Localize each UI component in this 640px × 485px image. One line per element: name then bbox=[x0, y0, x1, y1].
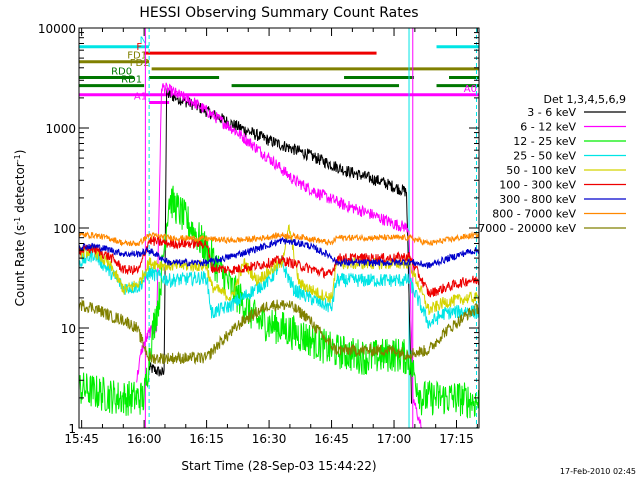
y-tick-label: 10 bbox=[61, 322, 76, 336]
y-tick-label: 10000 bbox=[38, 22, 76, 36]
legend-title: Det 1,3,4,5,6,9 bbox=[543, 93, 626, 106]
flag-label-FD1: FD1 bbox=[127, 51, 147, 62]
footer-timestamp: 17-Feb-2010 02:45 bbox=[560, 467, 636, 476]
y-tick-label: 100 bbox=[53, 222, 76, 236]
series-800-7000keV bbox=[79, 231, 480, 247]
chart-title: HESSI Observing Summary Count Rates bbox=[139, 5, 418, 21]
y-axis-label-sup2: -1 bbox=[13, 154, 22, 162]
y-axis-label: Count Rate (s-1 detector-1) bbox=[13, 150, 27, 307]
x-axis-label: Start Time (28-Sep-03 15:44:22) bbox=[181, 459, 376, 473]
x-tick-label: 16:45 bbox=[314, 432, 349, 446]
legend-label: 6 - 12 keV bbox=[520, 121, 576, 134]
x-tick-label: 16:00 bbox=[127, 432, 162, 446]
flag-label-F: F bbox=[136, 42, 142, 53]
series-100-300keV bbox=[78, 236, 480, 298]
axes: 15:45 16:00 16:15 16:30 16:45 17:00 17:15 1 10 10… bbox=[38, 22, 480, 446]
series-7000-20000keV bbox=[78, 298, 480, 365]
legend-label: 100 - 300 keV bbox=[499, 179, 576, 192]
series-6-12keV bbox=[136, 82, 422, 429]
x-tick-label: 15:45 bbox=[64, 432, 99, 446]
flag-label-A1: A1 bbox=[134, 91, 147, 102]
x-tick-label: 16:15 bbox=[189, 432, 224, 446]
legend-label: 25 - 50 keV bbox=[513, 150, 576, 163]
x-tick-label: 17:00 bbox=[377, 432, 412, 446]
series-300-800keV bbox=[78, 236, 480, 269]
legend-label: 800 - 7000 keV bbox=[492, 208, 576, 221]
legend-label: 3 - 6 keV bbox=[527, 106, 576, 119]
series-layer bbox=[78, 82, 480, 429]
y-tick-label: 1 bbox=[68, 422, 76, 436]
legend-label: 50 - 100 keV bbox=[506, 164, 576, 177]
x-tick-label: 17:15 bbox=[439, 432, 474, 446]
y-axis-label-sup: -1 bbox=[13, 217, 22, 225]
flag-label-N: N bbox=[140, 36, 147, 47]
y-axis-label-main: Count Rate (s bbox=[13, 225, 27, 307]
legend-label: 300 - 800 keV bbox=[499, 193, 576, 206]
y-tick-label: 1000 bbox=[45, 122, 76, 136]
flag-label-A0: A0 bbox=[464, 84, 477, 95]
legend-label: 12 - 25 keV bbox=[513, 135, 576, 148]
y-axis-label-rest: detector bbox=[13, 162, 27, 217]
legend-label: 7000 - 20000 keV bbox=[478, 222, 576, 235]
flag-label-RD1: RD1 bbox=[121, 75, 142, 86]
y-axis-label-close: ) bbox=[13, 150, 27, 155]
x-tick-label: 16:30 bbox=[252, 432, 287, 446]
flag-label-RD0: RD0 bbox=[111, 66, 132, 77]
flag-label-FD2: FD2 bbox=[130, 58, 150, 69]
series-12-25keV bbox=[78, 185, 480, 419]
